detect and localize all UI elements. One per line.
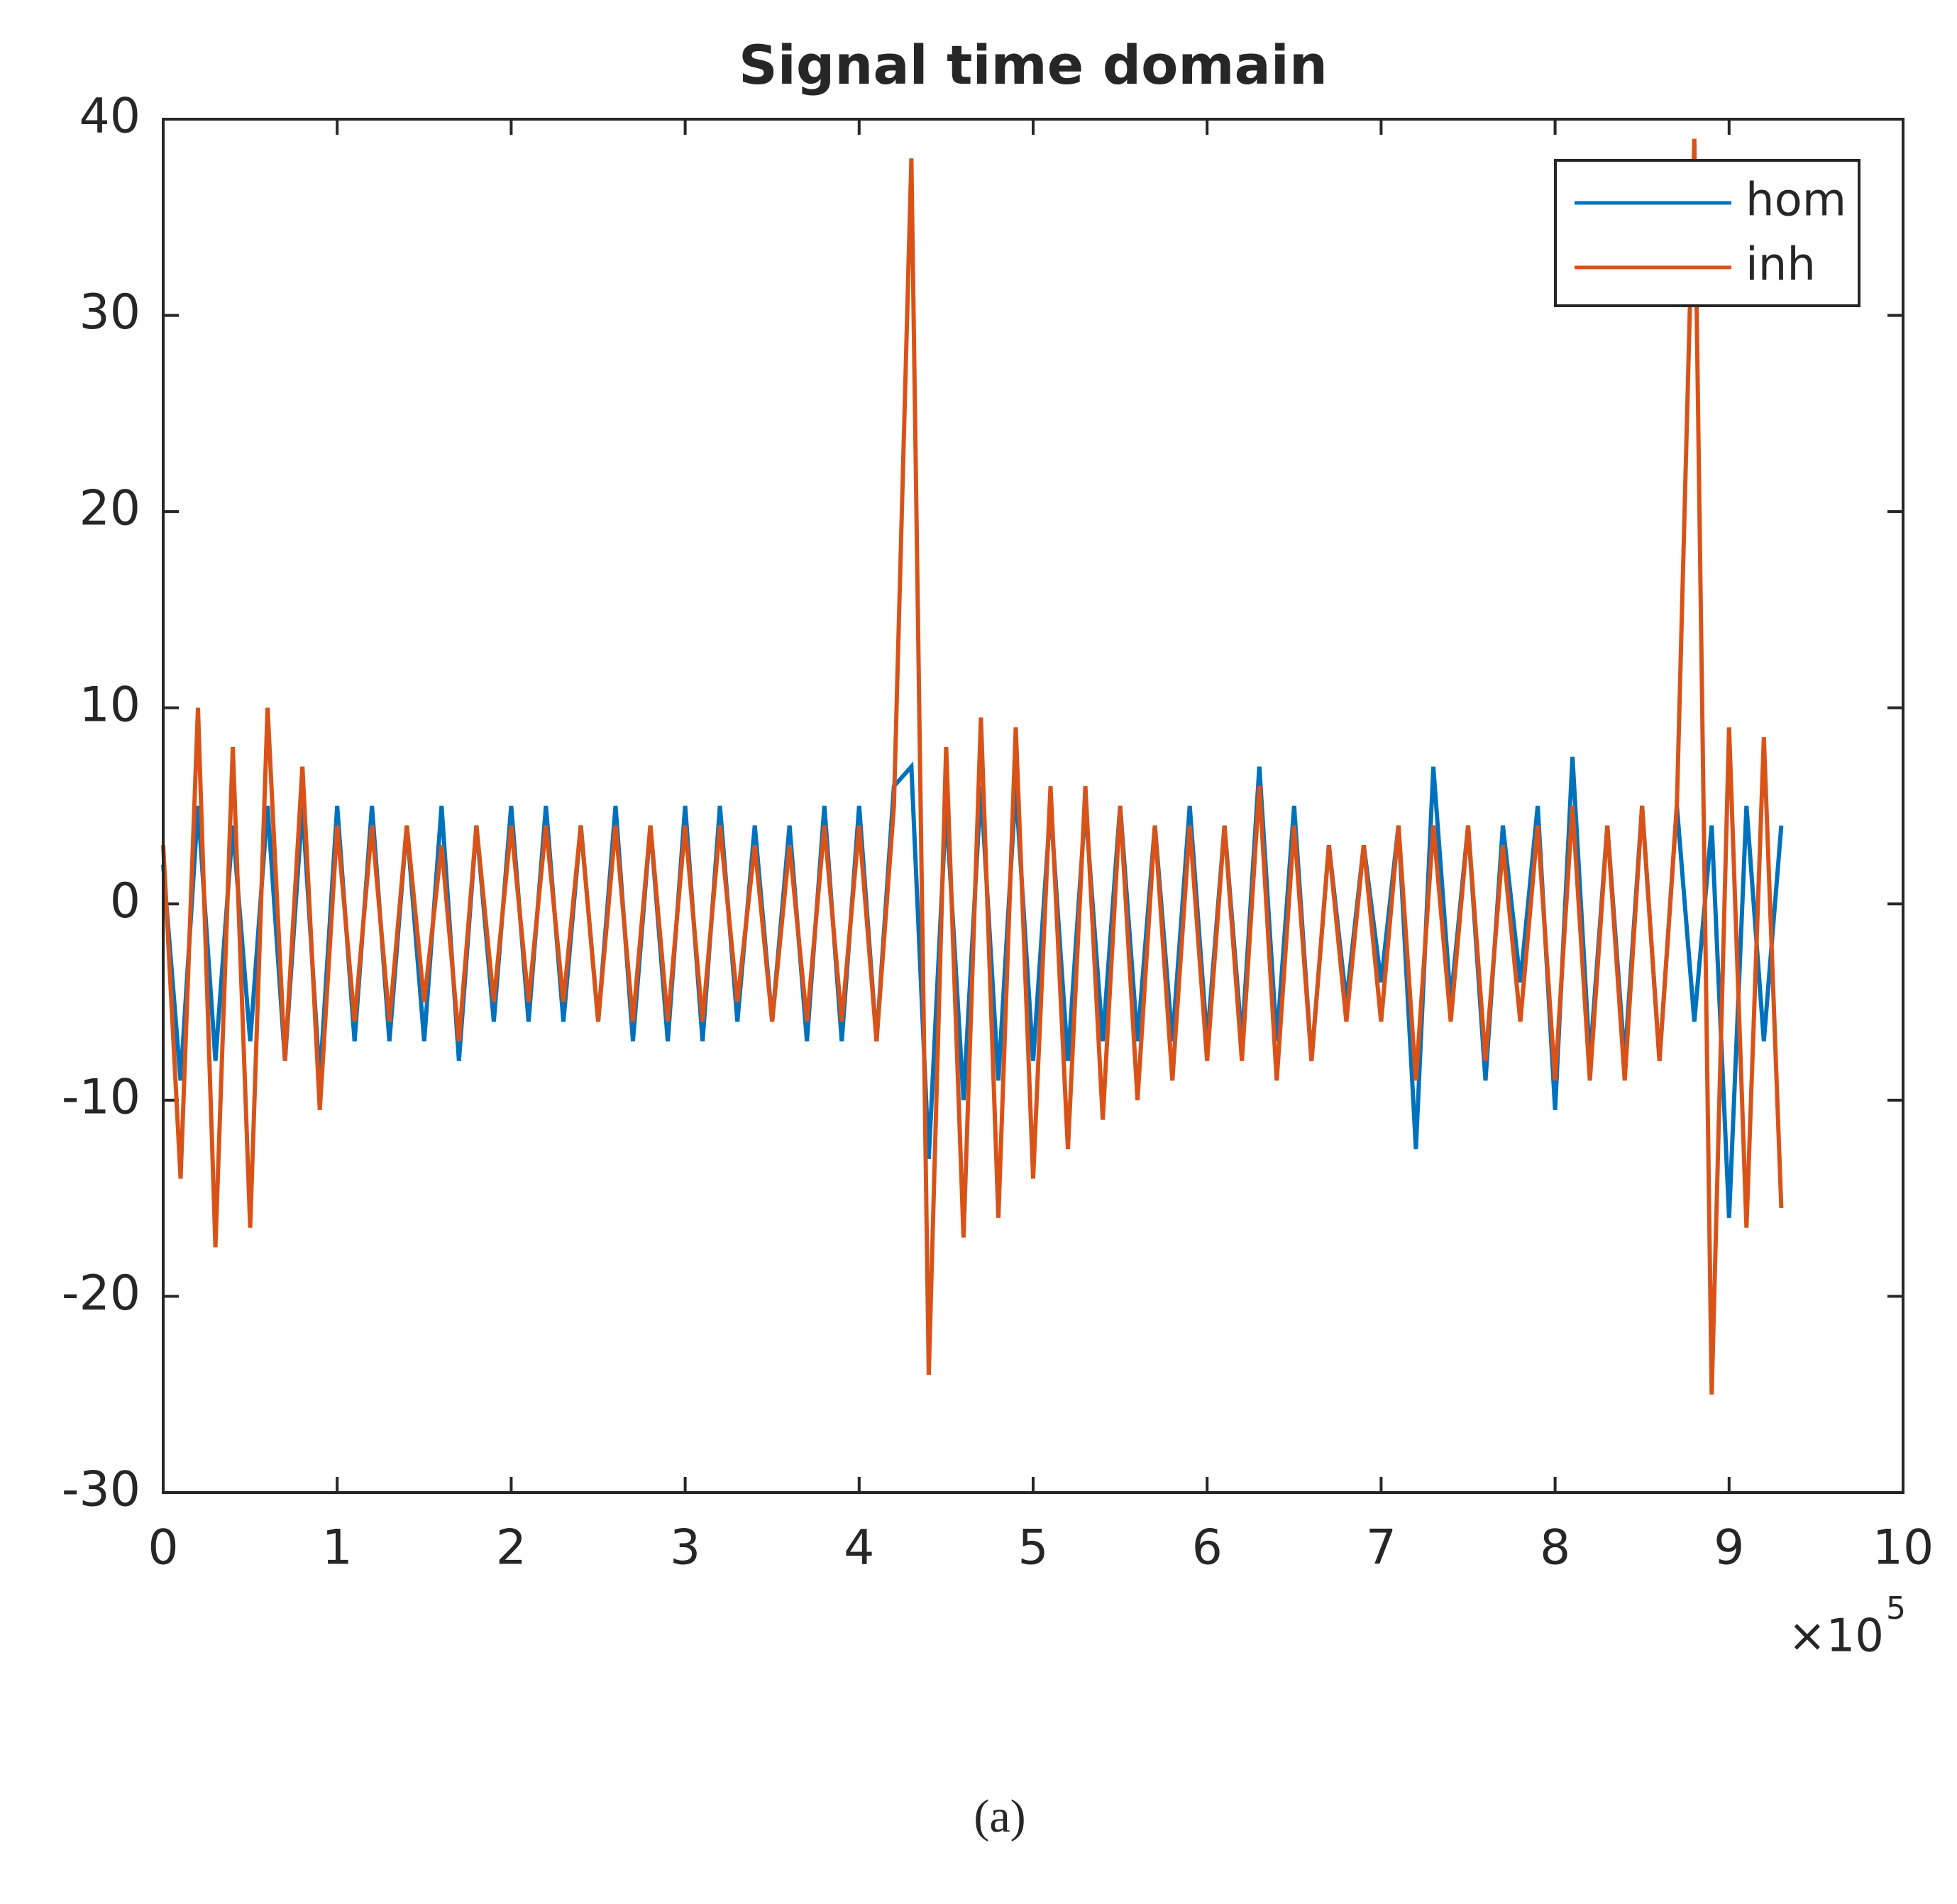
x-multiplier-exponent: 5 [1886,1590,1906,1627]
x-tick-label: 1 [322,1520,353,1576]
legend-label: inh [1746,239,1816,292]
y-tick-label: 0 [110,873,140,929]
y-tick-label: -30 [62,1462,140,1518]
legend-label: hom [1746,175,1846,227]
y-tick-label: 30 [79,284,140,341]
x-tick-label: 5 [1018,1520,1048,1576]
y-tick-label: 40 [79,89,140,145]
x-tick-label: 7 [1366,1520,1396,1576]
x-tick-label: 4 [844,1520,874,1576]
x-tick-label: 10 [1873,1520,1934,1576]
x-tick-label: 8 [1540,1520,1570,1576]
chart-title: Signal time domain [739,33,1328,96]
y-tick-label: -20 [62,1266,140,1322]
x-tick-label: 9 [1714,1520,1744,1576]
caption: (a) [974,1790,1025,1842]
x-tick-label: 3 [670,1520,700,1576]
x-tick-label: 0 [148,1520,178,1576]
legend-box [1554,159,1860,307]
y-tick-label: -10 [62,1069,140,1125]
x-tick-label: 2 [496,1520,527,1576]
x-multiplier: ×10 [1788,1610,1884,1663]
legend: hom inh [1554,159,1860,307]
x-tick-label: 6 [1192,1520,1223,1576]
plot-frame [162,118,1904,1494]
y-tick-label: 10 [79,677,140,733]
y-tick-label: 20 [79,481,140,537]
series-line [161,138,1784,1395]
